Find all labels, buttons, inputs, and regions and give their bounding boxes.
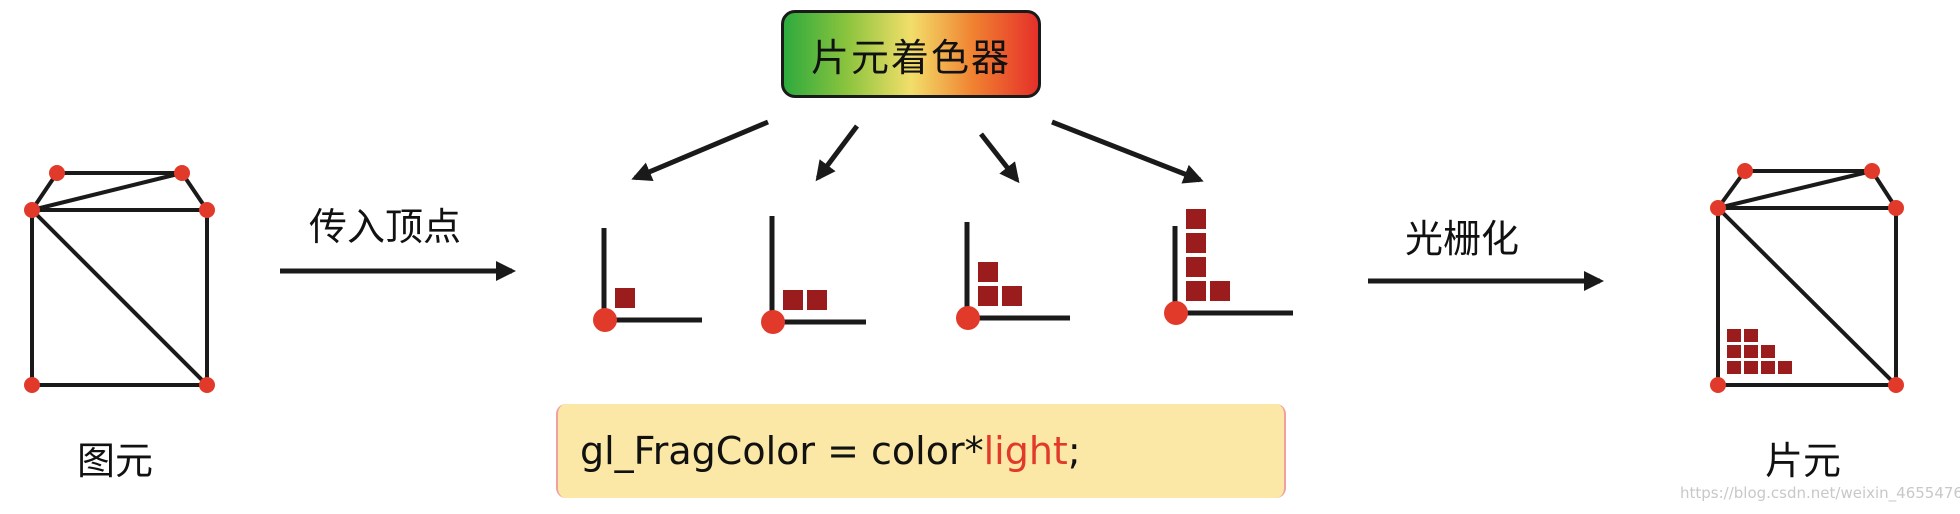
primitive-label: 图元 — [77, 439, 154, 483]
shader-arrow — [1051, 119, 1204, 184]
raster-fragment — [1744, 329, 1758, 342]
code-suffix: ; — [1067, 429, 1081, 473]
vertex — [199, 202, 215, 218]
vertex — [1864, 163, 1880, 179]
fragment-square — [1186, 257, 1206, 277]
fragment-step-1 — [593, 228, 702, 332]
code-highlight: light — [983, 429, 1068, 473]
fragment-square — [1186, 233, 1206, 253]
fragment-shader-box: 片元着色器 — [781, 10, 1041, 98]
raster-fragment — [1744, 345, 1758, 358]
raster-fragment — [1761, 345, 1775, 358]
vertex — [24, 202, 40, 218]
vertex — [1710, 200, 1726, 216]
fragment-shader-title: 片元着色器 — [810, 35, 1011, 80]
shader-arrow — [631, 119, 769, 182]
raster-fragment — [1778, 361, 1792, 374]
raster-fragment — [1727, 361, 1741, 374]
code-operator: * — [964, 429, 984, 473]
fragment-square — [978, 286, 998, 306]
fragment-label: 片元 — [1765, 439, 1842, 483]
fragment-square — [1002, 286, 1022, 306]
fragment-square — [1186, 281, 1206, 301]
shader-arrow — [815, 124, 859, 182]
code-prefix: gl_FragColor = color — [580, 429, 965, 473]
vertex — [174, 165, 190, 181]
primitive-mesh — [30, 171, 209, 387]
code-snippet: gl_FragColor = color * light; — [556, 404, 1286, 498]
fragment-square — [807, 290, 827, 310]
fragment-square — [978, 262, 998, 282]
vertex — [49, 165, 65, 181]
raster-fragment — [1761, 361, 1775, 374]
origin-vertex — [593, 308, 617, 332]
shader-arrow — [979, 132, 1020, 184]
fragment-mesh-vertices — [1710, 163, 1904, 393]
fragment-square — [615, 288, 635, 308]
vertex — [24, 377, 40, 393]
shader-arrows — [631, 119, 1204, 184]
vertex — [1888, 200, 1904, 216]
fragment-square — [783, 290, 803, 310]
fragment-step-2 — [761, 216, 866, 334]
input-vertices-label: 传入顶点 — [309, 205, 462, 249]
fragment-square — [1186, 209, 1206, 229]
raster-fragment — [1727, 329, 1741, 342]
vertex — [1710, 377, 1726, 393]
vertex — [1737, 163, 1753, 179]
rasterization-label: 光栅化 — [1405, 217, 1520, 261]
fragment-step-4 — [1164, 209, 1293, 325]
vertex — [199, 377, 215, 393]
primitive-vertices — [24, 165, 215, 393]
fragment-steps — [593, 209, 1293, 334]
origin-vertex — [1164, 301, 1188, 325]
origin-vertex — [956, 306, 980, 330]
fragment-step-3 — [956, 222, 1070, 330]
raster-fragments — [1727, 329, 1792, 374]
watermark: https://blog.csdn.net/weixin_46554760 — [1680, 484, 1960, 502]
origin-vertex — [761, 310, 785, 334]
fragment-square — [1210, 281, 1230, 301]
vertex — [1888, 377, 1904, 393]
raster-fragment — [1744, 361, 1758, 374]
raster-fragment — [1727, 345, 1741, 358]
